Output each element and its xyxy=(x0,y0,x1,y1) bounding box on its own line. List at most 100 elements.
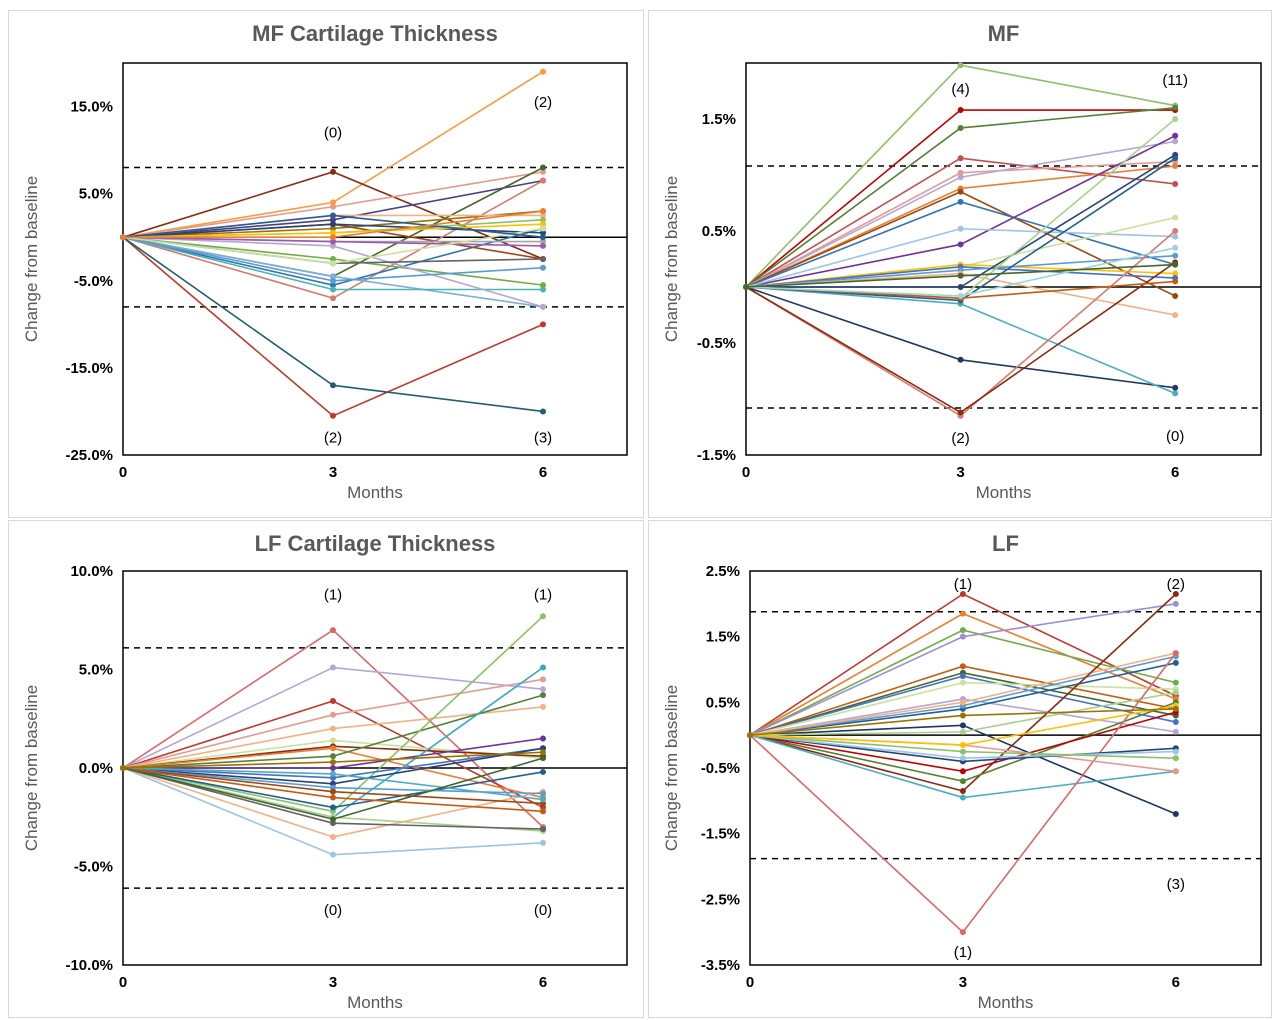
series-point xyxy=(540,177,546,184)
series-point xyxy=(957,107,964,114)
series-point xyxy=(959,748,966,755)
y-tick-label: 5.0% xyxy=(79,662,113,679)
series-point xyxy=(330,286,336,293)
y-tick-label: 15.0% xyxy=(70,99,113,116)
series-point xyxy=(540,212,546,219)
series-point xyxy=(540,321,546,328)
count-annotation: (3) xyxy=(1167,876,1185,893)
y-tick-label: 5.0% xyxy=(79,186,113,203)
plot-frame xyxy=(745,62,1262,456)
series-point xyxy=(330,711,336,718)
series-point xyxy=(540,229,546,236)
series-point xyxy=(330,770,336,777)
series-point xyxy=(1172,679,1179,686)
y-tick-label: -0.5% xyxy=(701,760,740,777)
count-annotation: (2) xyxy=(324,430,342,447)
series-point xyxy=(330,295,336,302)
series-point xyxy=(1172,755,1179,762)
series-point xyxy=(540,256,546,262)
series-point xyxy=(540,735,546,742)
series-point xyxy=(330,745,336,752)
y-axis-label: Change from baseline xyxy=(662,176,681,342)
chart-svg: MF Cartilage Thickness 15.0% 5.0% -5.0% -15.… xyxy=(22,21,628,502)
series-point xyxy=(1172,261,1179,268)
y-tick-label: -15.0% xyxy=(65,360,113,377)
y-tick-label: -2.5% xyxy=(701,891,740,908)
series-point xyxy=(959,633,966,640)
series-point xyxy=(540,839,546,846)
y-axis-label: Change from baseline xyxy=(22,685,41,851)
series-point xyxy=(330,282,336,289)
count-annotation: (0) xyxy=(1166,428,1184,445)
series-point xyxy=(330,627,336,634)
series-point xyxy=(540,286,546,293)
chart-svg: LF Cartilage Thickness 10.0% 5.0% 0.0% -5.0%… xyxy=(22,531,628,1012)
series-point xyxy=(330,804,336,811)
x-tick-label: 3 xyxy=(329,974,337,991)
series-point xyxy=(959,699,966,706)
series-point xyxy=(1172,270,1179,277)
series-point xyxy=(540,686,546,693)
series-point xyxy=(1172,163,1179,170)
series-point xyxy=(959,610,966,617)
chart-panel-mf: MF 1.5% 0.5% -0.5% -1.5% 0 3 6 Months Change from… xyxy=(648,10,1272,518)
series-point xyxy=(540,676,546,683)
series-point xyxy=(330,788,336,795)
series-point xyxy=(957,188,964,195)
series-point xyxy=(330,229,336,236)
series-point xyxy=(1172,768,1179,775)
series-point xyxy=(330,221,336,228)
series-point xyxy=(330,664,336,671)
series-point xyxy=(540,282,546,289)
series-point xyxy=(540,755,546,762)
series-point xyxy=(330,242,336,249)
series-point xyxy=(1172,252,1179,259)
series-point xyxy=(1172,233,1179,240)
series-point xyxy=(957,155,964,162)
series-point xyxy=(957,124,964,131)
series-point xyxy=(540,408,546,415)
series-point xyxy=(540,768,546,775)
x-axis-label: Months xyxy=(347,993,403,1012)
series-point xyxy=(540,208,546,215)
chart-title: MF Cartilage Thickness xyxy=(252,21,498,46)
series-point xyxy=(1172,104,1179,111)
series-point xyxy=(957,356,964,363)
series-point xyxy=(330,412,336,419)
y-tick-label: 0.0% xyxy=(79,760,113,777)
series-point xyxy=(959,590,966,597)
series-point xyxy=(330,199,336,206)
series-point xyxy=(540,216,546,223)
series-point xyxy=(1172,278,1179,285)
series-point xyxy=(330,816,336,823)
y-tick-label: -25.0% xyxy=(65,447,113,464)
series-point xyxy=(959,929,966,936)
x-tick-label: 0 xyxy=(746,974,754,991)
x-tick-label: 6 xyxy=(539,464,547,481)
y-axis-label: Change from baseline xyxy=(662,685,681,851)
series-point xyxy=(330,256,336,262)
series-point xyxy=(957,409,964,416)
series-point xyxy=(1172,659,1179,666)
count-annotation: (2) xyxy=(534,94,552,111)
series-point xyxy=(1172,228,1179,234)
series-point xyxy=(540,221,546,228)
chart-panel-lf: LF 2.5% 1.5% 0.5% -0.5% -1.5% -2.5% -3.5% 0 3 6 Mon… xyxy=(648,520,1272,1018)
y-axis-label: Change from baseline xyxy=(22,176,41,342)
series-point xyxy=(1172,116,1179,122)
series-point xyxy=(1172,600,1179,607)
series-point xyxy=(957,174,964,181)
count-annotation: (0) xyxy=(324,125,342,142)
series-point xyxy=(540,808,546,815)
count-annotation: (3) xyxy=(534,430,552,447)
series-point xyxy=(540,303,546,310)
x-tick-label: 6 xyxy=(1172,974,1180,991)
series-point xyxy=(1172,650,1179,657)
count-annotation: (4) xyxy=(951,81,969,98)
series-point xyxy=(330,212,336,219)
series-point xyxy=(330,277,336,284)
x-tick-label: 0 xyxy=(119,464,127,481)
series-point xyxy=(540,826,546,833)
series-point xyxy=(743,284,749,290)
count-annotation: (1) xyxy=(324,587,342,604)
